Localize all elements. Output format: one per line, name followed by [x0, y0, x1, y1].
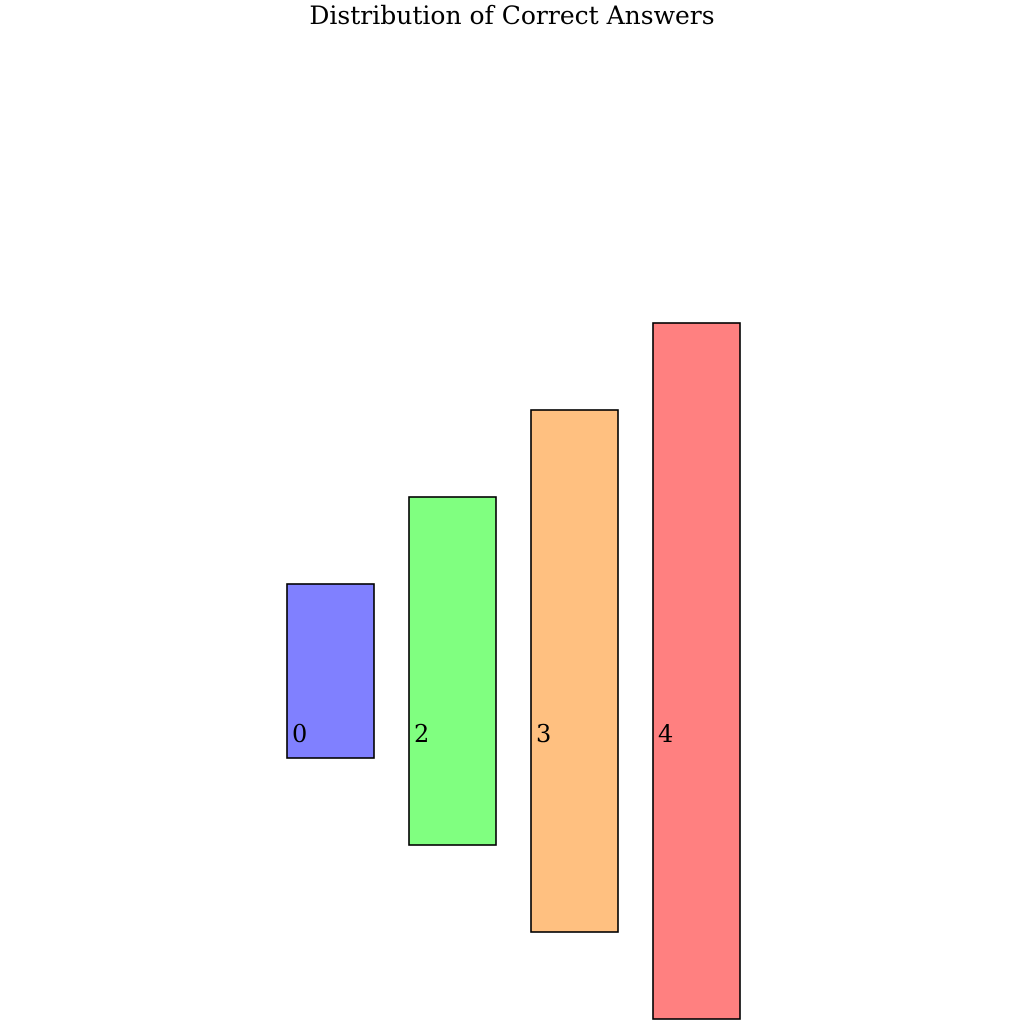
bar-label-0: 0 — [292, 720, 307, 748]
bar-label-4: 4 — [658, 720, 673, 748]
bar-4 — [652, 322, 741, 1020]
bar-label-2: 2 — [414, 720, 429, 748]
bar-2 — [408, 496, 497, 846]
bar-3 — [530, 409, 619, 933]
chart-title: Distribution of Correct Answers — [309, 1, 714, 30]
bar-label-3: 3 — [536, 720, 551, 748]
bars-layer: 0 2 3 4 — [286, 322, 741, 1020]
bar-0 — [286, 583, 375, 759]
